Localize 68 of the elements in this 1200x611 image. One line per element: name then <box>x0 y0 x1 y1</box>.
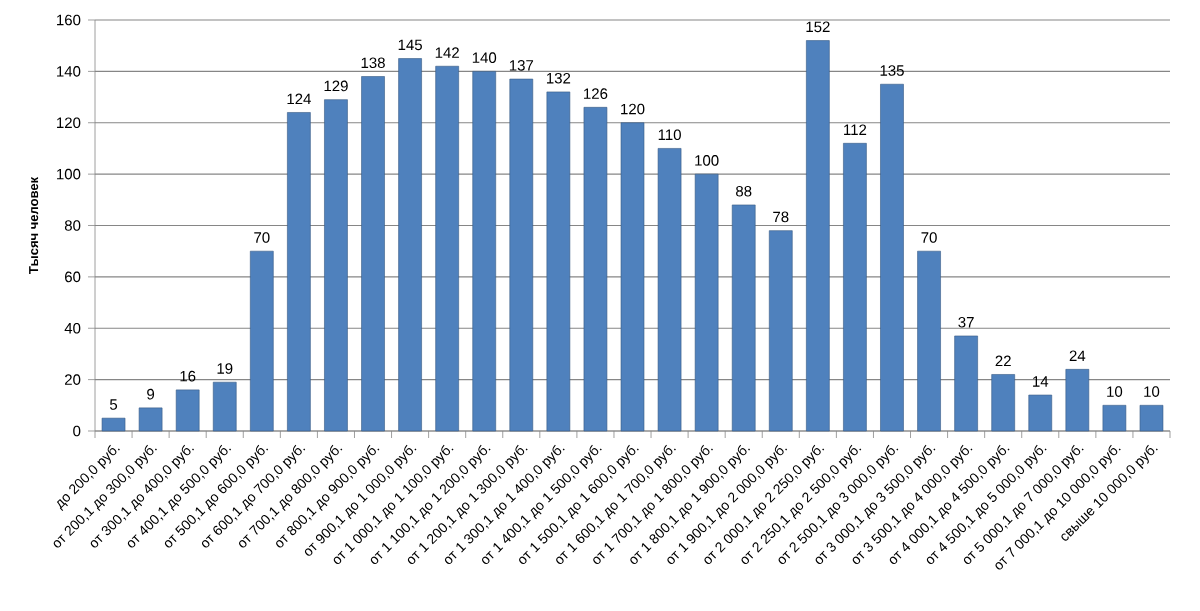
data-label: 16 <box>180 370 196 382</box>
y-tick-label: 40 <box>64 322 81 334</box>
bar <box>731 204 756 432</box>
data-label: 124 <box>287 93 311 105</box>
data-label: 9 <box>147 388 155 400</box>
bar <box>101 417 126 432</box>
bar <box>806 40 830 432</box>
bar <box>287 112 311 432</box>
bar <box>1102 405 1127 432</box>
bar <box>768 230 793 432</box>
bar <box>917 250 941 432</box>
bar <box>991 374 1015 432</box>
bar <box>620 122 645 432</box>
bar <box>1065 369 1090 432</box>
bar <box>583 107 608 432</box>
data-label: 70 <box>254 232 270 243</box>
data-label: 129 <box>324 80 348 92</box>
bar <box>212 381 237 432</box>
data-label: 5 <box>109 399 118 410</box>
y-tick-label: 160 <box>57 14 81 26</box>
bar <box>546 91 571 432</box>
data-label: 120 <box>621 103 645 115</box>
data-label: 70 <box>921 232 937 243</box>
bar <box>324 99 348 432</box>
y-tick-label: 80 <box>64 220 81 231</box>
bar <box>657 148 682 432</box>
y-tick-label: 140 <box>57 66 81 77</box>
bar <box>398 58 422 432</box>
data-label: 78 <box>773 211 789 223</box>
data-label: 142 <box>435 47 459 58</box>
bar <box>1028 394 1053 432</box>
y-tick-label: 60 <box>65 271 81 283</box>
bar <box>250 250 274 432</box>
y-axis-title: Тысяч человек <box>29 176 39 274</box>
data-label: 10 <box>1144 386 1160 397</box>
y-tick-label: 20 <box>65 374 81 385</box>
bar <box>694 173 719 432</box>
bar <box>472 71 497 432</box>
y-tick-label: 100 <box>57 168 81 180</box>
data-label: 88 <box>736 185 752 197</box>
bar <box>1139 405 1164 432</box>
y-tick-label: 120 <box>57 117 81 129</box>
data-label: 24 <box>1069 350 1086 361</box>
data-label: 100 <box>695 155 719 166</box>
bar <box>880 83 904 432</box>
data-label: 126 <box>584 88 608 99</box>
data-label: 152 <box>806 21 830 33</box>
data-label: 137 <box>509 60 534 71</box>
data-label: 37 <box>958 316 974 328</box>
bar <box>954 335 978 432</box>
data-label: 112 <box>844 124 867 135</box>
data-label: 132 <box>546 72 571 84</box>
bar <box>175 389 200 432</box>
data-label: 135 <box>880 65 904 76</box>
data-label: 110 <box>658 129 681 141</box>
data-label: 10 <box>1107 386 1123 397</box>
bar <box>435 65 459 432</box>
data-label: 138 <box>361 57 385 69</box>
data-label: 19 <box>217 363 233 374</box>
bar <box>843 143 867 432</box>
data-label: 14 <box>1033 376 1049 387</box>
data-label: 22 <box>995 355 1011 367</box>
bar <box>361 76 385 432</box>
data-label: 145 <box>398 39 422 51</box>
data-label: 140 <box>472 52 497 63</box>
y-tick-label: 0 <box>73 425 81 437</box>
bar <box>509 78 534 432</box>
bar <box>138 407 163 432</box>
